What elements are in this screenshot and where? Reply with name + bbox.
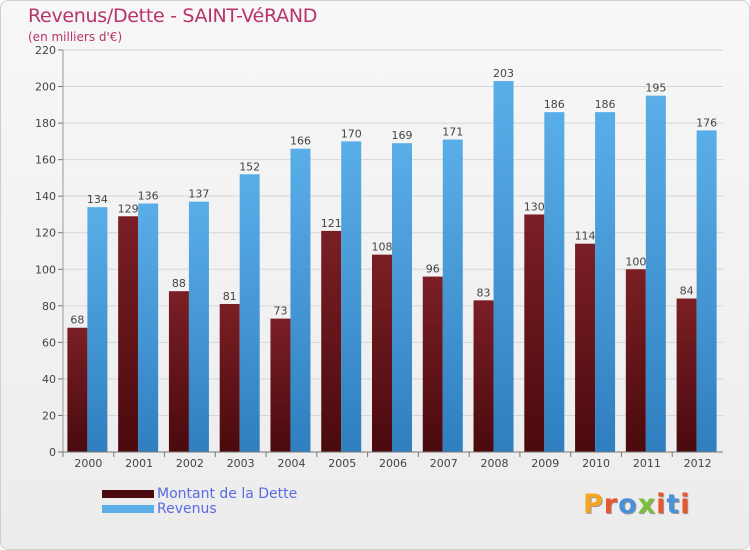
bar-revenue-2007 — [442, 139, 463, 452]
y-tick-label: 60 — [42, 336, 56, 349]
y-tick-label: 20 — [42, 409, 56, 422]
bar-debt-2009 — [524, 214, 545, 452]
logo-letter: t — [666, 489, 681, 520]
bar-revenue-2004 — [290, 148, 311, 452]
y-tick-label: 140 — [35, 190, 56, 203]
data-label-revenue-2004: 166 — [290, 135, 311, 148]
bar-revenue-2009 — [544, 112, 565, 453]
bar-revenue-2003 — [239, 174, 260, 452]
logo-letter: o — [618, 489, 638, 520]
bar-debt-2010 — [575, 243, 596, 452]
x-tick-label-2005: 2005 — [328, 457, 356, 470]
x-tick-label-2003: 2003 — [227, 457, 255, 470]
legend-label-debt: Montant de la Dette — [157, 486, 298, 502]
data-label-revenue-2006: 169 — [392, 129, 413, 142]
data-label-debt-2008: 83 — [477, 286, 491, 299]
y-tick-label: 160 — [35, 154, 56, 167]
data-label-revenue-2003: 152 — [239, 160, 260, 173]
bar-debt-2002 — [168, 291, 189, 452]
x-tick-label-2010: 2010 — [582, 457, 610, 470]
logo-letter: i — [680, 489, 691, 520]
data-label-revenue-2008: 203 — [493, 67, 514, 80]
bar-revenue-2000 — [87, 207, 108, 452]
y-tick-label: 220 — [35, 44, 56, 57]
legend-swatch-revenue — [102, 505, 154, 513]
data-label-revenue-2001: 136 — [138, 189, 159, 202]
bar-debt-2001 — [118, 216, 139, 452]
y-tick-label: 180 — [35, 117, 56, 130]
data-label-debt-2004: 73 — [273, 305, 287, 318]
data-label-debt-2003: 81 — [223, 290, 237, 303]
data-label-debt-2012: 84 — [680, 285, 694, 298]
data-label-debt-2010: 114 — [575, 230, 596, 243]
legend-swatch-debt — [102, 490, 154, 498]
data-label-revenue-2005: 170 — [341, 127, 362, 140]
data-label-revenue-2011: 195 — [645, 82, 666, 95]
bar-debt-2012 — [676, 298, 697, 452]
x-tick-label-2000: 2000 — [74, 457, 102, 470]
y-tick-label: 100 — [35, 263, 56, 276]
bar-debt-2006 — [372, 254, 392, 452]
y-axis-ticks: 0 20 40 60 80 100 120 140 160 180 200 220 — [35, 44, 56, 459]
y-tick-label: 120 — [35, 227, 56, 240]
bar-revenue-2001 — [138, 203, 159, 452]
bar-debt-2011 — [625, 269, 646, 452]
data-label-revenue-2012: 176 — [696, 116, 717, 129]
chart-subtitle: (en milliers d'€) — [28, 30, 123, 44]
y-tick-label: 0 — [49, 446, 56, 459]
x-axis-ticks: 2000 2001 2002 2003 2004 2005 2006 2007 2008 2009… — [62, 452, 712, 470]
bar-revenue-2006 — [392, 143, 412, 452]
x-tick-label-2011: 2011 — [633, 457, 661, 470]
logo-letter: i — [656, 489, 667, 520]
data-label-revenue-2002: 137 — [188, 188, 209, 201]
bar-debt-2004 — [270, 318, 291, 452]
x-tick-label-2004: 2004 — [277, 457, 305, 470]
y-tick-label: 200 — [35, 81, 56, 94]
bar-revenue-2010 — [595, 112, 616, 453]
bar-revenue-2012 — [696, 130, 717, 452]
x-tick-label-2001: 2001 — [125, 457, 153, 470]
data-label-debt-2011: 100 — [625, 255, 646, 268]
data-label-debt-2005: 121 — [321, 217, 342, 230]
bar-revenue-2008 — [493, 81, 514, 453]
x-tick-label-2007: 2007 — [430, 457, 458, 470]
proxiti-logo: Proxiti — [583, 489, 691, 520]
data-label-debt-2002: 88 — [172, 277, 186, 290]
y-tick-label: 40 — [42, 373, 56, 386]
x-tick-label-2012: 2012 — [684, 457, 712, 470]
y-tick-label: 80 — [42, 300, 56, 313]
bar-revenue-2011 — [645, 95, 666, 452]
data-label-debt-2000: 68 — [70, 314, 84, 327]
data-label-revenue-2007: 171 — [442, 126, 463, 139]
bar-debt-2005 — [321, 230, 342, 452]
logo-letter: x — [637, 489, 657, 520]
bar-debt-2003 — [219, 303, 240, 452]
data-label-debt-2007: 96 — [426, 263, 440, 276]
bar-debt-2007 — [422, 276, 443, 452]
legend-label-revenue: Revenus — [157, 501, 217, 517]
data-label-debt-2006: 108 — [372, 241, 393, 254]
logo-letter: P — [583, 489, 604, 520]
bar-revenue-2005 — [341, 141, 362, 452]
data-label-revenue-2010: 186 — [595, 98, 616, 111]
logo-letter: r — [603, 489, 619, 520]
x-tick-label-2009: 2009 — [531, 457, 559, 470]
bar-revenue-2002 — [188, 201, 209, 452]
data-label-debt-2001: 129 — [118, 202, 139, 215]
data-label-revenue-2000: 134 — [87, 193, 108, 206]
bar-debt-2008 — [473, 300, 494, 452]
x-tick-label-2006: 2006 — [379, 457, 407, 470]
data-label-revenue-2009: 186 — [544, 98, 565, 111]
bar-debt-2000 — [67, 327, 88, 452]
data-label-debt-2009: 130 — [524, 200, 545, 213]
x-tick-label-2008: 2008 — [481, 457, 509, 470]
x-tick-label-2002: 2002 — [176, 457, 204, 470]
chart-title: Revenus/Dette - SAINT-VéRAND — [28, 5, 318, 27]
